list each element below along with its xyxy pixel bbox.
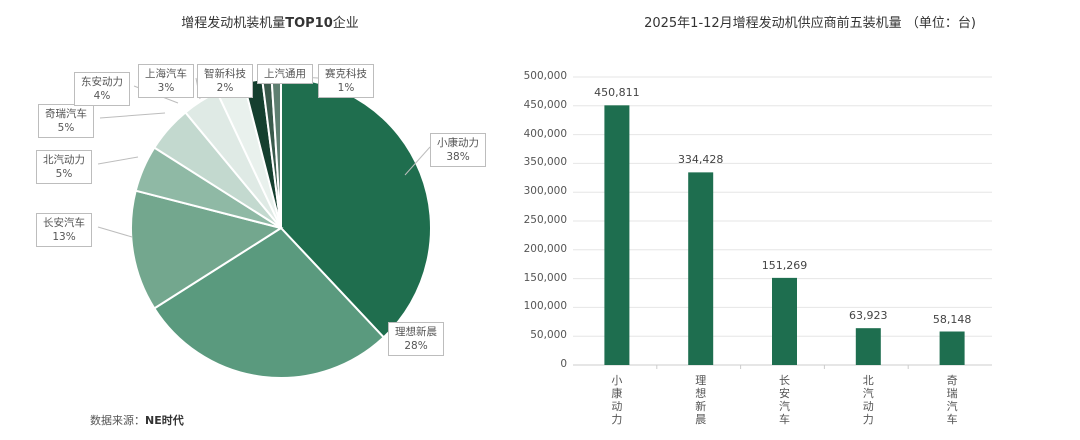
bar-0 <box>604 105 630 366</box>
bar-chart-panel: 2025年1-12月增程发动机供应商前五装机量 （单位：台) 0 50,000 10… <box>524 0 1080 440</box>
y-tick-label: 0 <box>560 358 567 370</box>
pie-label-name: 长安汽车 <box>43 217 85 229</box>
pie-label-name: 上汽通用 <box>264 68 306 80</box>
pie-label-2: 长安汽车 13% <box>36 213 92 247</box>
pie-label-3: 北汽动力 5% <box>36 150 92 184</box>
y-tick-label: 150,000 <box>523 271 567 284</box>
bar-value-label: 450,811 <box>594 86 640 100</box>
pie-label-name: 小康动力 <box>437 137 479 149</box>
x-category-label: 长安汽车 <box>779 374 790 426</box>
bar-2 <box>772 277 797 365</box>
pie-label-1: 理想新晨 28% <box>388 322 444 356</box>
pie-label-name: 理想新晨 <box>395 326 437 338</box>
pie-label-4: 奇瑞汽车 5% <box>38 104 94 138</box>
data-source: 数据来源：NE时代 <box>90 414 184 427</box>
bar-3 <box>855 328 881 365</box>
pie-label-percent: 2% <box>216 82 234 94</box>
y-tick-label: 450,000 <box>523 98 567 111</box>
pie-label-0: 小康动力 38% <box>430 133 486 167</box>
y-tick-label: 400,000 <box>523 127 567 140</box>
pie-label-percent: 3% <box>157 82 175 94</box>
y-tick-label: 50,000 <box>530 329 567 342</box>
y-tick-label: 250,000 <box>523 214 567 226</box>
pie-label-percent: 13% <box>52 231 76 243</box>
pie-chart-panel: 增程发动机装机量TOP10企业 小康动力 38% 理想新晨 28% 长安汽车 13% 北汽动… <box>36 16 486 427</box>
pie-label-8: 上汽通用 <box>257 64 313 84</box>
y-tick-label: 300,000 <box>523 185 567 198</box>
pie-label-name: 北汽动力 <box>43 154 85 166</box>
pie-slice-1 <box>152 226 386 379</box>
bar-1 <box>688 172 714 365</box>
x-category-label: 理想新晨 <box>695 374 707 426</box>
pie-label-percent: 5% <box>55 168 73 180</box>
pie-label-percent: 4% <box>93 90 111 102</box>
bar-4 <box>939 331 965 365</box>
pie-label-name: 智新科技 <box>204 68 246 80</box>
pie-label-7: 智新科技 2% <box>197 64 253 98</box>
bar-value-label: 58,148 <box>932 312 972 326</box>
y-tick-label: 100,000 <box>523 300 567 313</box>
bar-value-label: 63,923 <box>849 309 888 323</box>
pie-label-percent: 5% <box>57 122 75 134</box>
bar-value-label: 334,428 <box>677 153 724 167</box>
pie-label-6: 上海汽车 3% <box>138 64 194 98</box>
y-tick-label: 200,000 <box>523 242 567 255</box>
pie-slice-2 <box>130 189 284 310</box>
pie-label-name: 奇瑞汽车 <box>45 108 87 120</box>
bar-value-label: 151,269 <box>761 258 808 272</box>
bar-chart <box>573 76 992 369</box>
pie-label-name: 东安动力 <box>81 76 123 88</box>
bar-chart-title: 2025年1-12月增程发动机供应商前五装机量 （单位：台) <box>644 16 976 31</box>
x-category-label: 奇瑞汽车 <box>946 374 958 426</box>
y-tick-label: 350,000 <box>523 156 567 169</box>
x-category-label: 小康动力 <box>611 374 623 426</box>
pie-label-9: 赛克科技 1% <box>318 64 374 98</box>
pie-label-name: 上海汽车 <box>145 68 187 80</box>
pie-label-5: 东安动力 4% <box>74 72 130 106</box>
pie-label-percent: 1% <box>337 82 355 94</box>
pie-label-percent: 38% <box>446 151 470 163</box>
y-tick-label: 500,000 <box>523 70 567 82</box>
x-category-label: 北汽动力 <box>862 374 874 426</box>
pie-label-percent: 28% <box>404 340 428 352</box>
pie-chart-title: 增程发动机装机量TOP10企业 <box>181 16 359 31</box>
pie-label-name: 赛克科技 <box>325 68 367 80</box>
